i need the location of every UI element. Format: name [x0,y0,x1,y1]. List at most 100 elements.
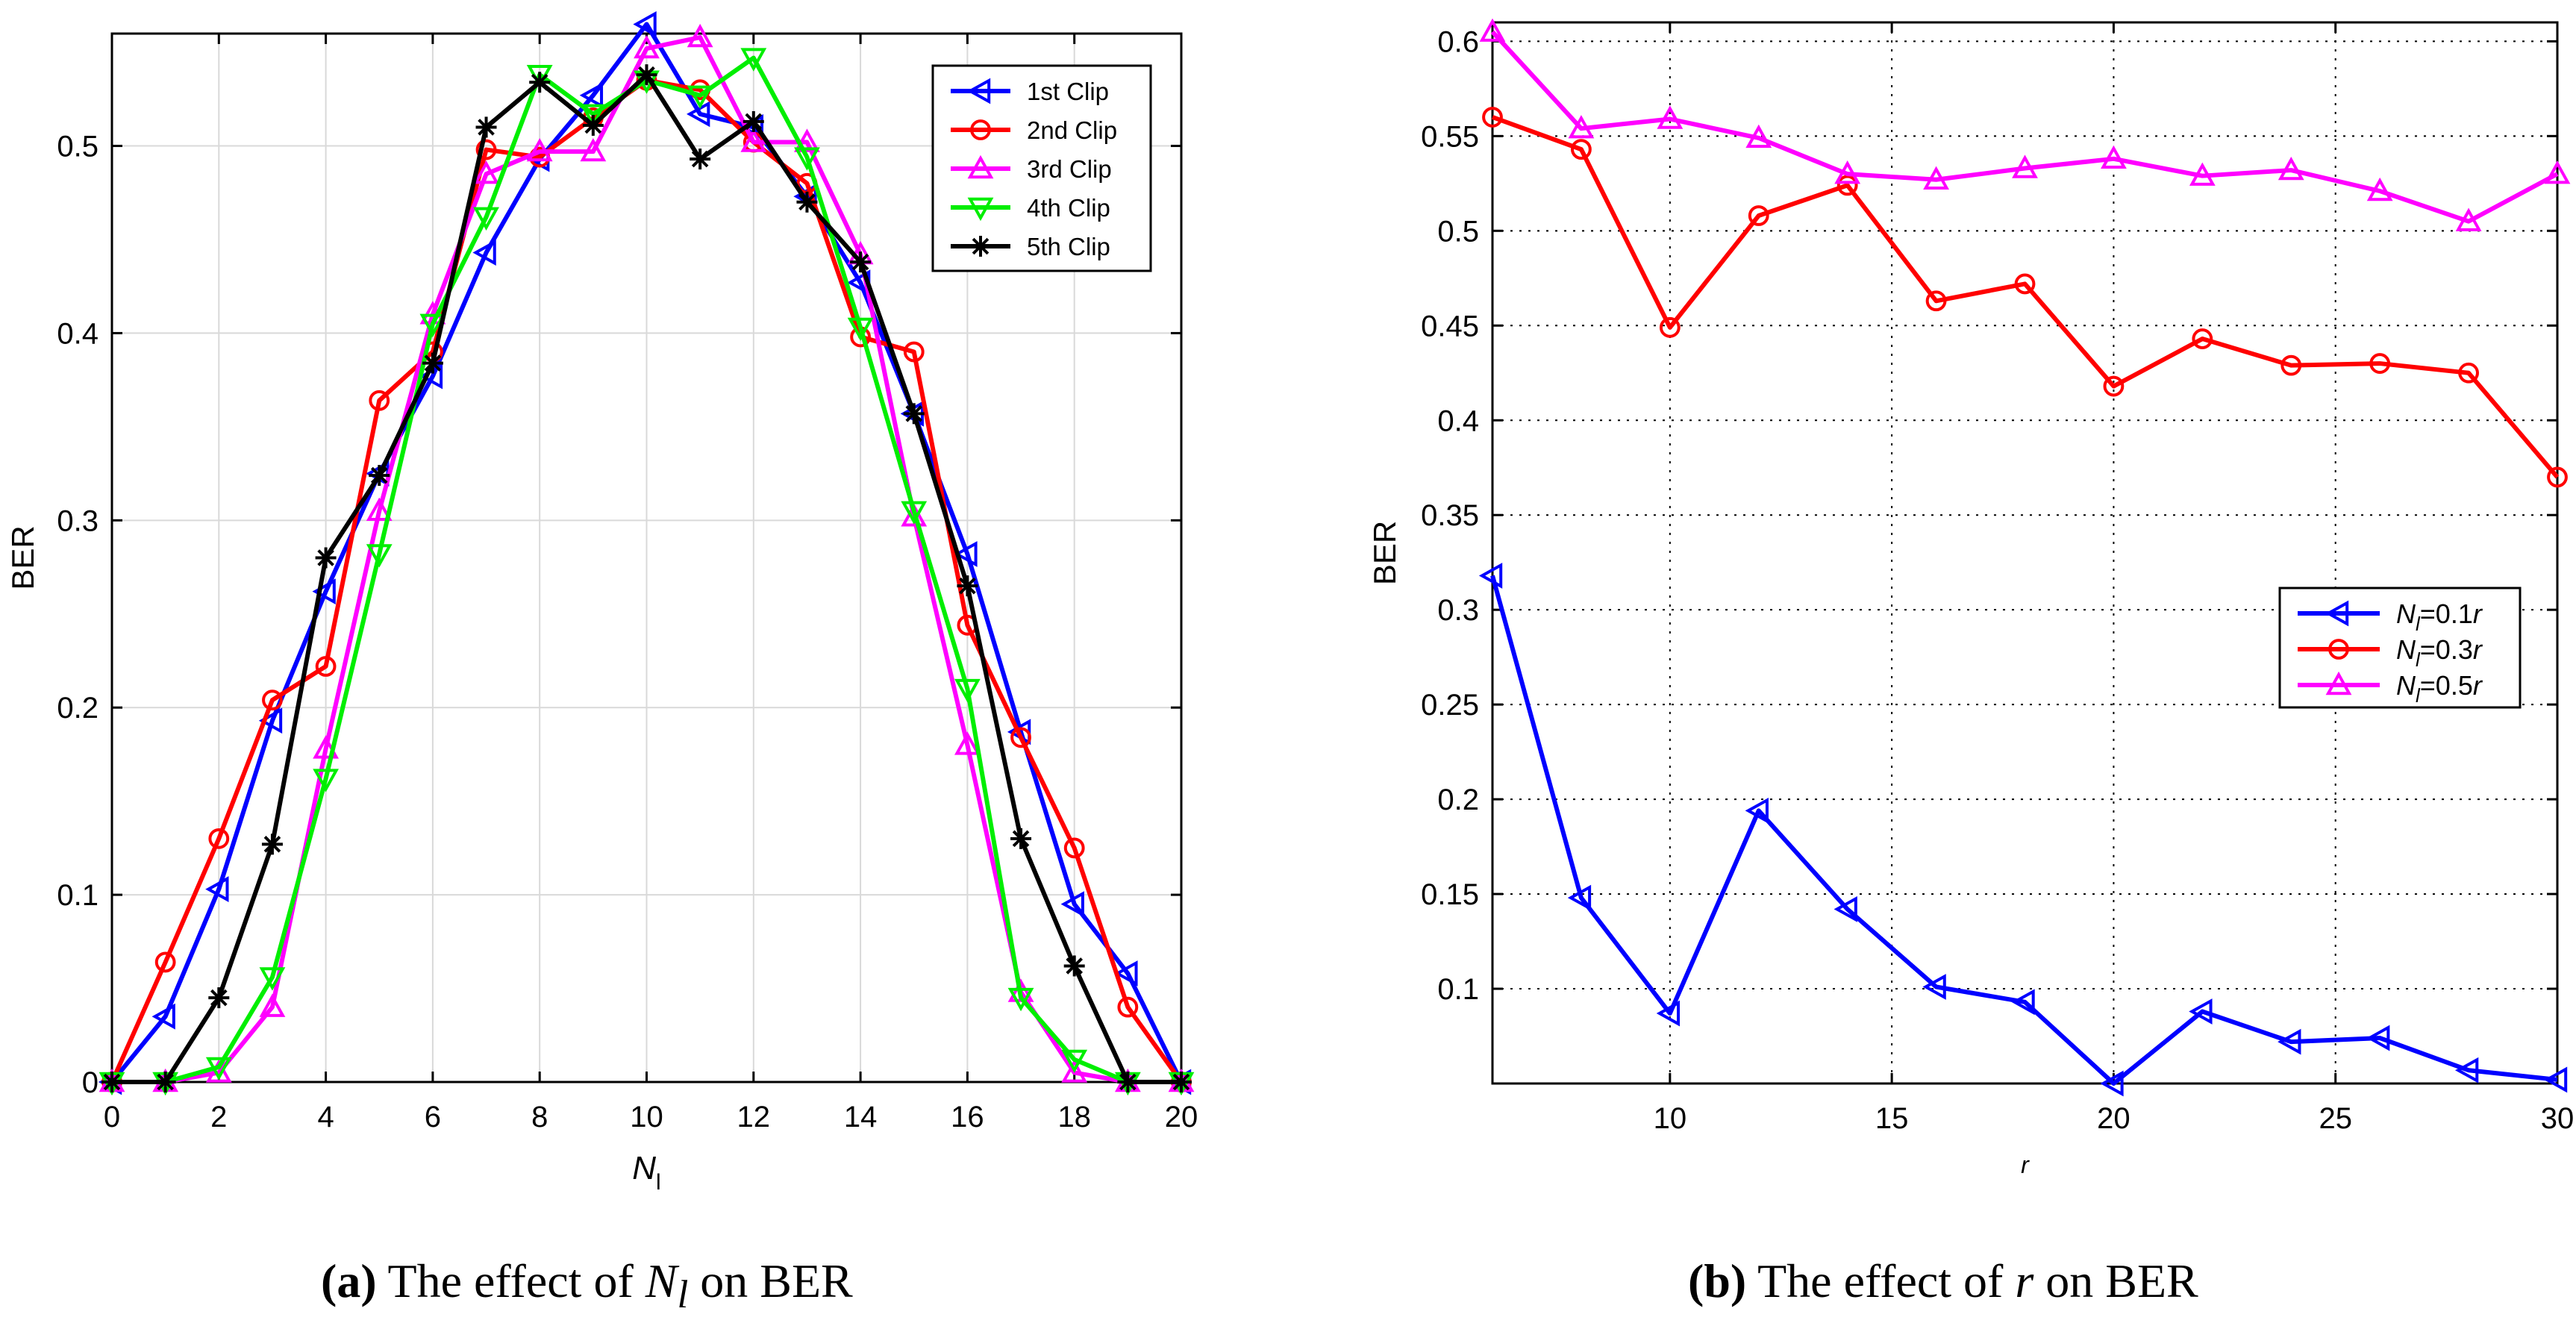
data-point-3 [1568,115,1595,139]
caption-a-label: (a) [321,1254,377,1307]
data-point-3 [1834,160,1861,184]
x-tick-label: 25 [2319,1102,2352,1135]
data-point-1 [633,11,657,37]
data-point-5 [743,110,764,132]
data-point-1 [1745,797,1769,824]
y-tick-label: 0.35 [1421,499,1479,532]
y-tick-label: 0.5 [57,131,99,163]
data-point-2 [1010,727,1031,748]
data-point-3 [1657,105,1684,129]
data-point-5 [369,465,390,487]
data-point-4 [313,769,339,792]
data-point-2 [208,828,230,849]
data-point-1 [472,240,496,266]
data-point-2 [369,390,390,411]
data-point-5 [796,191,818,213]
data-point-1 [2100,1070,2124,1097]
data-point-5 [529,72,551,93]
data-point-3 [2455,207,2482,231]
data-point-3 [2189,162,2216,186]
data-point-4 [205,1057,232,1081]
data-point-3 [473,160,499,184]
data-point-4 [687,85,713,109]
x-tick-label: 16 [951,1101,984,1133]
data-point-5 [850,251,872,273]
y-tick-label: 0.1 [1437,973,1479,1006]
x-tick-label: 2 [210,1101,227,1133]
legend-marker-2 [970,119,991,140]
data-point-1 [1833,895,1857,922]
x-tick-label: 10 [1654,1102,1687,1135]
data-point-5 [315,547,337,569]
legend-label-3: Nl=0.5r [2396,670,2483,707]
data-point-3 [205,1059,232,1083]
y-axis-label: BER [1367,521,1402,585]
y-axis-label: BER [5,525,40,590]
data-point-2 [262,689,283,711]
data-point-5 [208,987,230,1009]
caption-a-var: N [645,1254,678,1307]
legend-label-3: 3rd Clip [1027,155,1112,183]
data-point-4 [419,313,446,338]
series-line-1 [110,22,1184,1083]
data-point-4 [794,147,820,171]
data-point-2 [2014,273,2036,295]
data-point-4 [580,104,607,128]
data-point-5 [582,114,604,136]
data-point-5 [690,148,711,170]
data-point-1 [2011,989,2035,1016]
data-point-2 [2192,328,2213,349]
y-tick-label: 0.25 [1421,689,1479,722]
data-point-2 [903,341,925,363]
data-point-2 [1571,139,1592,160]
data-point-3 [2544,160,2571,184]
y-tick-label: 0.2 [57,692,99,725]
caption-b-text-before: The effect of [1757,1254,2016,1307]
data-point-1 [1478,563,1503,589]
x-tick-label: 10 [630,1101,663,1133]
data-point-3 [259,993,286,1017]
caption-b-label: (b) [1688,1254,1747,1307]
data-point-3 [1479,18,1506,42]
data-point-1 [1567,884,1592,911]
data-point-1 [2454,1057,2479,1083]
data-point-5 [475,116,497,138]
data-point-5 [1171,1072,1192,1092]
data-point-3 [794,128,820,152]
legend-label-4: 4th Clip [1027,194,1110,222]
x-tick-label: 14 [844,1101,878,1133]
data-point-2 [1063,837,1085,859]
data-point-5 [636,64,657,86]
data-point-3 [526,137,553,162]
data-point-1 [954,541,978,567]
data-point-5 [957,575,978,597]
data-point-4 [901,501,928,525]
y-tick-label: 0.6 [1437,25,1479,58]
data-point-4 [259,967,286,991]
legend-label-2: Nl=0.3r [2396,634,2483,671]
data-point-1 [258,707,283,734]
caption-b-text-after: on BER [2033,1254,2198,1307]
caption-b-var: r [2015,1254,2034,1307]
data-point-1 [2366,1025,2390,1051]
plot-area [1492,22,2557,1083]
data-point-1 [312,578,336,605]
data-point-2 [475,139,497,160]
legend-label-1: 1st Clip [1027,78,1109,105]
data-point-2 [1659,316,1681,338]
axes-box [1491,21,2559,1085]
y-tick-label: 0.3 [1437,594,1479,627]
data-point-3 [1745,124,1772,148]
x-tick-label: 18 [1057,1101,1091,1133]
legend-marker-2 [2328,639,2349,660]
data-point-1 [1656,1000,1681,1027]
data-point-5 [903,403,925,425]
x-tick-label: 0 [104,1101,120,1133]
data-point-2 [2280,354,2302,376]
data-point-2 [1836,175,1858,196]
data-point-1 [151,1003,175,1030]
y-tick-label: 0.4 [57,317,99,350]
legend-marker-1 [2325,600,2349,627]
data-point-3 [2101,145,2127,169]
data-point-3 [901,503,928,527]
